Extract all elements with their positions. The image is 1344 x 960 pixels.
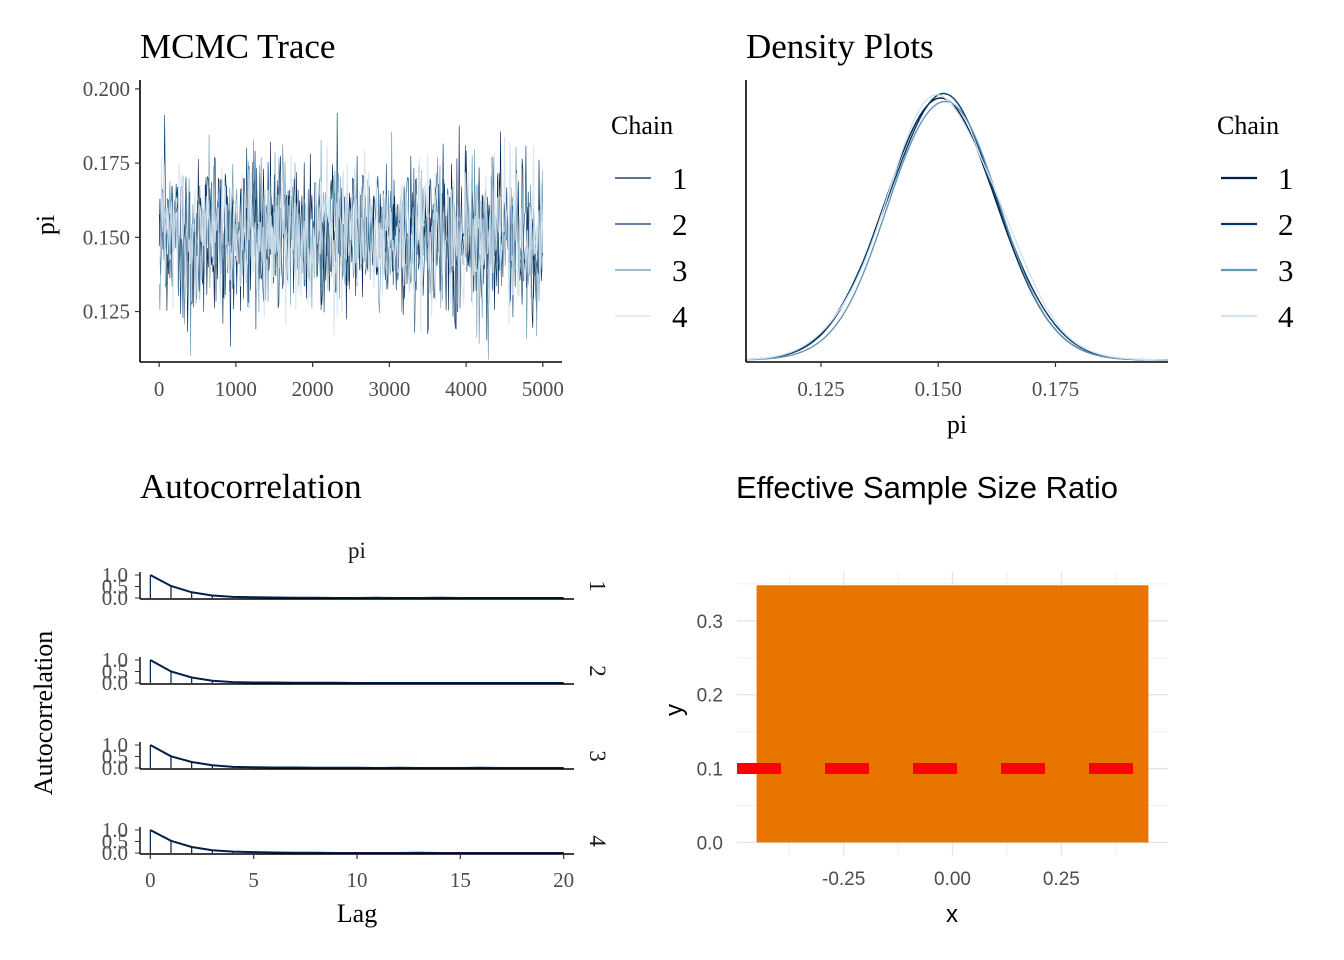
ess-plot-area: 0.0 0.1 0.2 0.3 -0.25 0.00 0.25: [697, 572, 1168, 890]
acf-xtick-label: 15: [450, 868, 471, 892]
acf-ytick-label: 0.0: [102, 756, 128, 780]
acf-facet-label: pi: [348, 538, 366, 563]
density-curve-chain-1: [745, 97, 1168, 361]
trace-title: MCMC Trace: [140, 27, 335, 66]
acf-plot-area: 0.00.51.0 10.00.51.0 20.00.51.0 30.00.51.0 4…: [102, 563, 610, 892]
trace-line-chain-4: [158, 137, 544, 336]
acf-ytick-label: 1.0: [102, 563, 128, 587]
ess-title: Effective Sample Size Ratio: [736, 470, 1118, 505]
acf-line-chain-1: [149, 574, 564, 599]
trace-legend-label: 1: [672, 161, 688, 196]
trace-xtick-label: 2000: [292, 377, 334, 401]
density-title: Density Plots: [746, 27, 934, 66]
density-curve-chain-3: [745, 100, 1169, 361]
trace-legend-title: Chain: [611, 111, 673, 140]
acf-ytick-label: 1.0: [102, 648, 128, 672]
trace-legend-label: 2: [672, 207, 688, 242]
density-axes: 0.125 0.150 0.175: [745, 80, 1168, 401]
acf-line-chain-2: [149, 659, 564, 684]
trace-xtick-label: 1000: [215, 377, 257, 401]
acf-xlabel: Lag: [337, 899, 377, 928]
ess-xtick-label: 0.00: [934, 869, 971, 890]
acf-ytick-label: 1.0: [102, 818, 128, 842]
ess-xtick-label: -0.25: [822, 869, 865, 890]
trace-legend-label: 3: [672, 253, 688, 288]
acf-xtick-label: 10: [347, 868, 368, 892]
density-xlabel: pi: [947, 410, 967, 439]
ess-xtick-label: 0.25: [1043, 869, 1080, 890]
acf-line-chain-3: [149, 744, 564, 770]
trace-ytick-label: 0.150: [83, 225, 130, 249]
trace-xtick-label: 4000: [445, 377, 487, 401]
acf-xtick-label: 20: [553, 868, 574, 892]
acf-ytick-label: 0.5: [102, 745, 128, 769]
acf-ytick-label: 0.0: [102, 671, 128, 695]
acf-title: Autocorrelation: [140, 467, 362, 506]
acf-panel: Autocorrelation pi 0.00.51.0 10.00.51.0 20…: [29, 467, 610, 928]
density-xtick-label: 0.175: [1032, 377, 1079, 401]
ess-ytick-label: 0.0: [697, 833, 723, 854]
density-curve-chain-2: [745, 92, 1168, 361]
acf-strip-label: 4: [585, 835, 610, 847]
density-legend-label: 1: [1278, 161, 1294, 196]
acf-facet-3: 0.00.51.0 3: [102, 733, 610, 780]
density-legend-label: 4: [1278, 299, 1294, 334]
ess-bar: [756, 585, 1149, 843]
density-panel: Density Plots 0.125 0.150 0.175 pi Chain 1 2…: [745, 27, 1294, 439]
density-xtick-label: 0.125: [797, 377, 844, 401]
trace-ylabel: pi: [31, 215, 60, 235]
acf-ylabel: Autocorrelation: [29, 631, 58, 796]
ess-panel: Effective Sample Size Ratio 0.0 0.1 0.2 0.3…: [661, 470, 1168, 928]
acf-ytick-label: 0.0: [102, 841, 128, 865]
acf-ytick-label: 1.0: [102, 733, 128, 757]
trace-ytick-label: 0.125: [83, 300, 130, 324]
density-curve-chain-4: [745, 94, 1168, 361]
ess-xlabel: x: [946, 901, 958, 928]
trace-xtick-label: 5000: [522, 377, 564, 401]
density-legend-label: 2: [1278, 207, 1294, 242]
trace-panel: MCMC Trace 0.125 0.150 0.175 0.200 0 1000 2000…: [31, 27, 688, 401]
trace-plot-area: [158, 112, 544, 360]
trace-legend: Chain 1 2 3 4: [611, 111, 688, 334]
acf-xtick-label: 0: [145, 868, 156, 892]
trace-xtick-label: 3000: [368, 377, 410, 401]
acf-strip-label: 1: [585, 580, 610, 592]
trace-ytick-label: 0.200: [83, 77, 130, 101]
trace-ytick-label: 0.175: [83, 151, 130, 175]
acf-facet-2: 0.00.51.0 2: [102, 648, 610, 695]
acf-ytick-label: 0.5: [102, 830, 128, 854]
acf-strip-label: 3: [585, 750, 610, 762]
acf-facet-1: 0.00.51.0 1: [102, 563, 610, 610]
ess-ytick-label: 0.1: [697, 760, 723, 781]
trace-axes: 0.125 0.150 0.175 0.200 0 1000 2000 3000 4000 500…: [83, 77, 564, 401]
density-plot-area: [745, 92, 1169, 361]
density-legend-label: 3: [1278, 253, 1294, 288]
acf-ytick-label: 0.0: [102, 586, 128, 610]
acf-ytick-label: 0.5: [102, 660, 128, 684]
trace-legend-label: 4: [672, 299, 688, 334]
acf-ytick-label: 0.5: [102, 575, 128, 599]
acf-facet-4: 0.00.51.0 4: [102, 818, 610, 865]
acf-line-chain-4: [149, 829, 564, 854]
trace-xtick-label: 0: [154, 377, 165, 401]
acf-xtick-label: 5: [248, 868, 259, 892]
ess-ylabel: y: [661, 704, 688, 716]
ess-ytick-label: 0.2: [697, 686, 723, 707]
acf-strip-label: 2: [585, 665, 610, 677]
density-xtick-label: 0.150: [915, 377, 962, 401]
density-legend-title: Chain: [1217, 111, 1279, 140]
density-legend: Chain 1 2 3 4: [1217, 111, 1294, 334]
ess-ytick-label: 0.3: [697, 612, 723, 633]
